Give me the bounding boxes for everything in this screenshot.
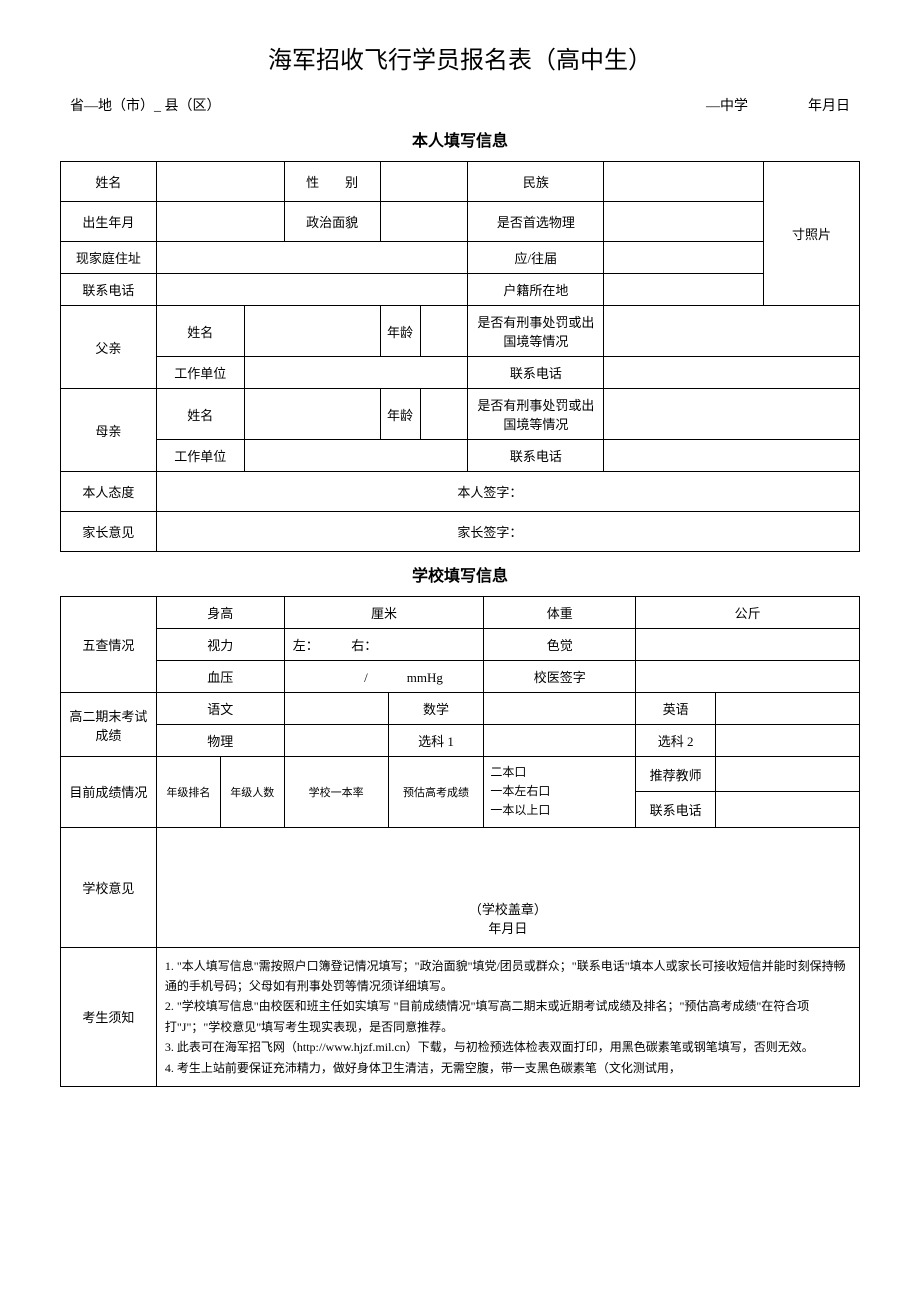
mother-name-label: 姓名 (156, 389, 244, 440)
mother-age-label: 年龄 (380, 389, 420, 440)
school-opinion-field[interactable]: （学校盖章） 年月日 (156, 827, 859, 947)
father-criminal-field[interactable] (604, 306, 860, 357)
father-workunit-field[interactable] (244, 357, 468, 389)
father-label: 父亲 (61, 306, 157, 389)
father-phone-field[interactable] (604, 357, 860, 389)
ethnicity-label: 民族 (468, 162, 604, 202)
father-criminal-label: 是否有刑事处罚或出国境等情况 (468, 306, 604, 357)
color-field[interactable] (636, 629, 860, 661)
school-rate-label: 学校一本率 (284, 757, 388, 828)
school-opinion-label: 学校意见 (61, 827, 157, 947)
father-name-label: 姓名 (156, 306, 244, 357)
estimate-options[interactable]: 二本口 一本左右口 一本以上口 (484, 757, 636, 828)
gender-field[interactable] (380, 162, 468, 202)
mother-phone-label: 联系电话 (468, 440, 604, 472)
father-phone-label: 联系电话 (468, 357, 604, 389)
mother-phone-field[interactable] (604, 440, 860, 472)
mother-criminal-label: 是否有刑事处罚或出国境等情况 (468, 389, 604, 440)
father-age-field[interactable] (420, 306, 468, 357)
mother-age-field[interactable] (420, 389, 468, 440)
grade-count-label: 年级人数 (220, 757, 284, 828)
mother-criminal-field[interactable] (604, 389, 860, 440)
vision-label: 视力 (156, 629, 284, 661)
teacher-phone-field[interactable] (716, 792, 860, 827)
english-label: 英语 (636, 693, 716, 725)
notice-text: 1. "本人填写信息"需按照户口簿登记情况填写；"政治面貌"填党/团员或群众；"… (156, 947, 859, 1086)
address-field[interactable] (156, 242, 468, 274)
document-title: 海军招收飞行学员报名表（高中生） (60, 40, 860, 75)
phone-field[interactable] (156, 274, 468, 306)
current-field[interactable] (604, 242, 764, 274)
chinese-label: 语文 (156, 693, 284, 725)
name-label: 姓名 (61, 162, 157, 202)
estimate-label: 预估高考成绩 (388, 757, 484, 828)
weight-label: 体重 (484, 597, 636, 629)
parent-signature[interactable]: 家长签字： (156, 512, 859, 552)
notice-label: 考生须知 (61, 947, 157, 1086)
section2-title: 学校填写信息 (60, 562, 860, 586)
header-province: 省—地（市）_ 县（区） (70, 95, 506, 115)
header-school: —中学 (706, 95, 748, 115)
physics-field[interactable] (284, 725, 388, 757)
english-field[interactable] (716, 693, 860, 725)
bp-label: 血压 (156, 661, 284, 693)
physics-label: 物理 (156, 725, 284, 757)
doctor-sig-label: 校医签字 (484, 661, 636, 693)
father-name-field[interactable] (244, 306, 380, 357)
political-field[interactable] (380, 202, 468, 242)
parent-opinion-label: 家长意见 (61, 512, 157, 552)
father-workunit-label: 工作单位 (156, 357, 244, 389)
elective1-field[interactable] (484, 725, 636, 757)
school-date-text: 年月日 (161, 918, 855, 937)
color-label: 色觉 (484, 629, 636, 661)
birth-label: 出生年月 (61, 202, 157, 242)
school-info-table: 五查情况 身高 厘米 体重 公斤 视力 左： 右： 色觉 血压 / mmHg 校… (60, 596, 860, 1087)
section1-title: 本人填写信息 (60, 127, 860, 151)
grade-rank-label: 年级排名 (156, 757, 220, 828)
vision-field[interactable]: 左： 右： (284, 629, 484, 661)
mother-name-field[interactable] (244, 389, 380, 440)
attitude-signature[interactable]: 本人签字： (156, 472, 859, 512)
header-line: 省—地（市）_ 县（区） —中学 年月日 (60, 95, 860, 115)
math-field[interactable] (484, 693, 636, 725)
elective1-label: 选科 1 (388, 725, 484, 757)
name-field[interactable] (156, 162, 284, 202)
exam-label: 高二期末考试成绩 (61, 693, 157, 757)
mother-workunit-field[interactable] (244, 440, 468, 472)
header-date: 年月日 (808, 95, 850, 115)
height-label: 身高 (156, 597, 284, 629)
personal-info-table: 姓名 性 别 民族 寸照片 出生年月 政治面貌 是否首选物理 现家庭住址 应/往… (60, 161, 860, 552)
photo-label: 寸照片 (764, 162, 860, 306)
birth-field[interactable] (156, 202, 284, 242)
school-seal-text: （学校盖章） (161, 899, 855, 918)
bp-field[interactable]: / mmHg (284, 661, 484, 693)
gender-label: 性 别 (284, 162, 380, 202)
household-label: 户籍所在地 (468, 274, 604, 306)
current-label: 应/往届 (468, 242, 604, 274)
current-score-label: 目前成绩情况 (61, 757, 157, 828)
elective2-field[interactable] (716, 725, 860, 757)
physics-first-field[interactable] (604, 202, 764, 242)
doctor-sig-field[interactable] (636, 661, 860, 693)
height-field[interactable]: 厘米 (284, 597, 484, 629)
weight-field[interactable]: 公斤 (636, 597, 860, 629)
phone-label: 联系电话 (61, 274, 157, 306)
political-label: 政治面貌 (284, 202, 380, 242)
physics-first-label: 是否首选物理 (468, 202, 604, 242)
attitude-label: 本人态度 (61, 472, 157, 512)
address-label: 现家庭住址 (61, 242, 157, 274)
teacher-field[interactable] (716, 757, 860, 792)
teacher-phone-label: 联系电话 (636, 792, 716, 827)
ethnicity-field[interactable] (604, 162, 764, 202)
father-age-label: 年龄 (380, 306, 420, 357)
math-label: 数学 (388, 693, 484, 725)
household-field[interactable] (604, 274, 764, 306)
elective2-label: 选科 2 (636, 725, 716, 757)
mother-label: 母亲 (61, 389, 157, 472)
mother-workunit-label: 工作单位 (156, 440, 244, 472)
chinese-field[interactable] (284, 693, 388, 725)
teacher-label: 推荐教师 (636, 757, 716, 792)
five-check-label: 五查情况 (61, 597, 157, 693)
